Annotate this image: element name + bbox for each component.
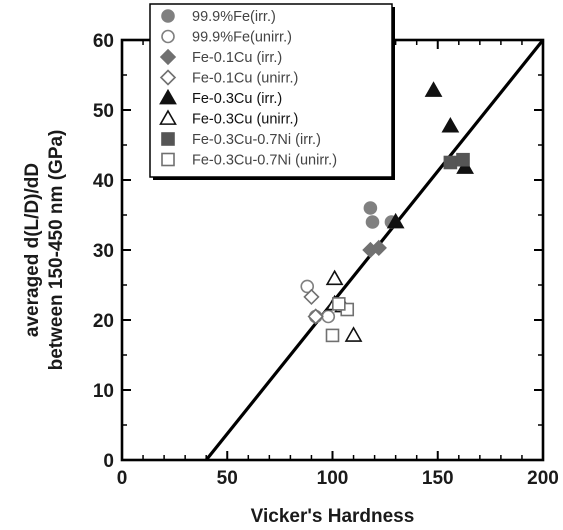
legend-marker — [159, 48, 177, 66]
data-point — [303, 288, 320, 306]
data-point — [325, 328, 340, 343]
y-axis-title-line-2: between 150-450 nm (GPa) — [46, 130, 67, 371]
x-tick-label: 100 — [317, 468, 349, 489]
legend-marker — [161, 132, 175, 146]
data-point — [370, 239, 387, 257]
y-tick-label: 10 — [93, 381, 114, 402]
data-point — [300, 279, 315, 294]
data-point — [441, 116, 460, 133]
legend-marker — [159, 88, 177, 105]
data-point — [344, 326, 363, 342]
series-0 — [363, 201, 399, 229]
legend-marker — [161, 9, 175, 23]
x-tick-label: 150 — [422, 468, 454, 489]
legend-box — [149, 3, 393, 178]
series-3 — [303, 288, 324, 325]
legend-label: Fe-0.3Cu-0.7Ni (unirr.) — [192, 153, 337, 169]
legend-marker — [159, 69, 177, 86]
x-tick-label: 200 — [527, 468, 559, 489]
axis-ticks: 0 10 20 30 40 50 60 0 50 100 150 200 — [93, 31, 559, 489]
legend-label: Fe-0.1Cu (irr.) — [192, 50, 282, 66]
data-point — [332, 297, 346, 311]
data-point — [363, 201, 378, 215]
y-tick-label: 0 — [103, 451, 114, 472]
series-7 — [325, 297, 355, 343]
x-axis-title: Vicker's Hardness — [251, 506, 415, 527]
y-axis-title-line-1: averaged d(L/D)/dD — [22, 163, 43, 337]
data-point — [424, 81, 443, 97]
data-point — [456, 152, 470, 167]
data-points — [300, 81, 474, 343]
x-tick-label: 50 — [217, 468, 238, 489]
data-point — [307, 308, 324, 325]
legend-marker — [161, 29, 175, 44]
y-tick-label: 50 — [93, 101, 114, 122]
legend-label: Fe-0.1Cu (unirr.) — [192, 71, 298, 87]
legend-label: Fe-0.3Cu (unirr.) — [192, 112, 298, 128]
data-point — [325, 269, 344, 286]
legend: 99.9%Fe(irr.) 99.9%Fe(unirr.) Fe-0.1Cu (ir… — [149, 3, 395, 180]
data-point — [365, 215, 380, 229]
legend-label: 99.9%Fe(unirr.) — [192, 30, 292, 46]
legend-marker — [161, 152, 175, 167]
x-tick-label: 0 — [117, 468, 128, 489]
legend-label: Fe-0.3Cu (irr.) — [192, 91, 282, 107]
y-tick-label: 30 — [93, 241, 114, 262]
y-tick-label: 60 — [93, 31, 114, 52]
y-tick-label: 40 — [93, 171, 114, 192]
data-point — [386, 212, 405, 229]
series-2 — [362, 239, 387, 259]
y-tick-label: 20 — [93, 311, 114, 332]
data-point — [321, 309, 336, 324]
legend-marker — [159, 109, 177, 125]
series-6 — [443, 152, 470, 170]
legend-label: Fe-0.3Cu-0.7Ni (irr.) — [192, 132, 321, 148]
data-point — [443, 155, 458, 170]
legend-label: 99.9%Fe(irr.) — [192, 9, 276, 25]
